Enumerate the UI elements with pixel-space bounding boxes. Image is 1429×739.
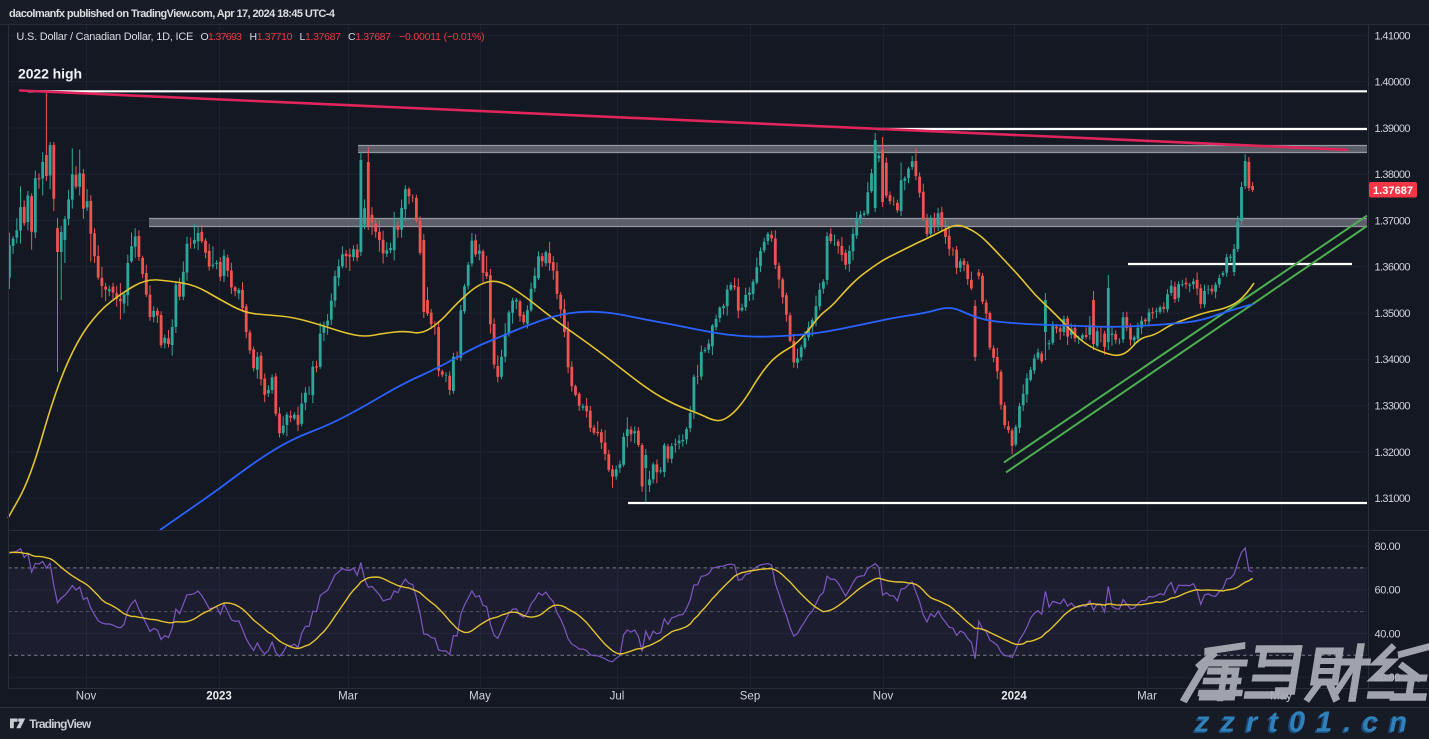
svg-text:1.40000: 1.40000 (1375, 76, 1411, 88)
svg-text:zzrt01.cn: zzrt01.cn (1194, 707, 1418, 739)
svg-text:Mar: Mar (1137, 691, 1157, 703)
svg-text:2022 high: 2022 high (18, 66, 82, 82)
svg-text:L1.37687: L1.37687 (300, 31, 342, 43)
svg-text:dacolmanfx published on Tradin: dacolmanfx published on TradingView.com,… (9, 8, 336, 20)
svg-text:2024: 2024 (1001, 691, 1027, 703)
svg-text:1.31000: 1.31000 (1375, 493, 1411, 505)
svg-text:1.34000: 1.34000 (1375, 354, 1411, 366)
svg-text:U.S. Dollar / Canadian Dollar,: U.S. Dollar / Canadian Dollar, 1D, ICE (16, 31, 193, 43)
svg-text:2023: 2023 (206, 691, 232, 703)
svg-text:80.00: 80.00 (1375, 541, 1401, 553)
svg-text:zzrt01.cn: zzrt01.cn (1192, 708, 1416, 739)
svg-text:TradingView: TradingView (29, 717, 92, 731)
svg-text:Jul: Jul (610, 691, 625, 703)
svg-text:Nov: Nov (873, 691, 894, 703)
svg-text:Nov: Nov (76, 691, 97, 703)
svg-text:40.00: 40.00 (1375, 628, 1401, 640)
svg-text:H1.37710: H1.37710 (250, 31, 293, 43)
svg-text:(−0.01%): (−0.01%) (444, 31, 485, 43)
svg-text:May: May (469, 691, 491, 703)
svg-text:O1.37693: O1.37693 (201, 31, 243, 43)
svg-text:Mar: Mar (338, 691, 358, 703)
svg-text:1.35000: 1.35000 (1375, 308, 1411, 320)
svg-text:1.32000: 1.32000 (1375, 447, 1411, 459)
svg-text:1.37687: 1.37687 (1373, 185, 1413, 197)
svg-text:−0.00011: −0.00011 (399, 31, 441, 43)
svg-text:1.41000: 1.41000 (1375, 31, 1411, 43)
svg-text:1.36000: 1.36000 (1375, 262, 1411, 274)
svg-text:1.39000: 1.39000 (1375, 123, 1411, 135)
svg-text:C1.37687: C1.37687 (348, 31, 391, 43)
svg-text:60.00: 60.00 (1375, 585, 1401, 597)
svg-text:1.33000: 1.33000 (1375, 401, 1411, 413)
svg-text:1.37000: 1.37000 (1375, 215, 1411, 227)
svg-text:1.38000: 1.38000 (1375, 169, 1411, 181)
svg-text:Sep: Sep (740, 691, 760, 703)
